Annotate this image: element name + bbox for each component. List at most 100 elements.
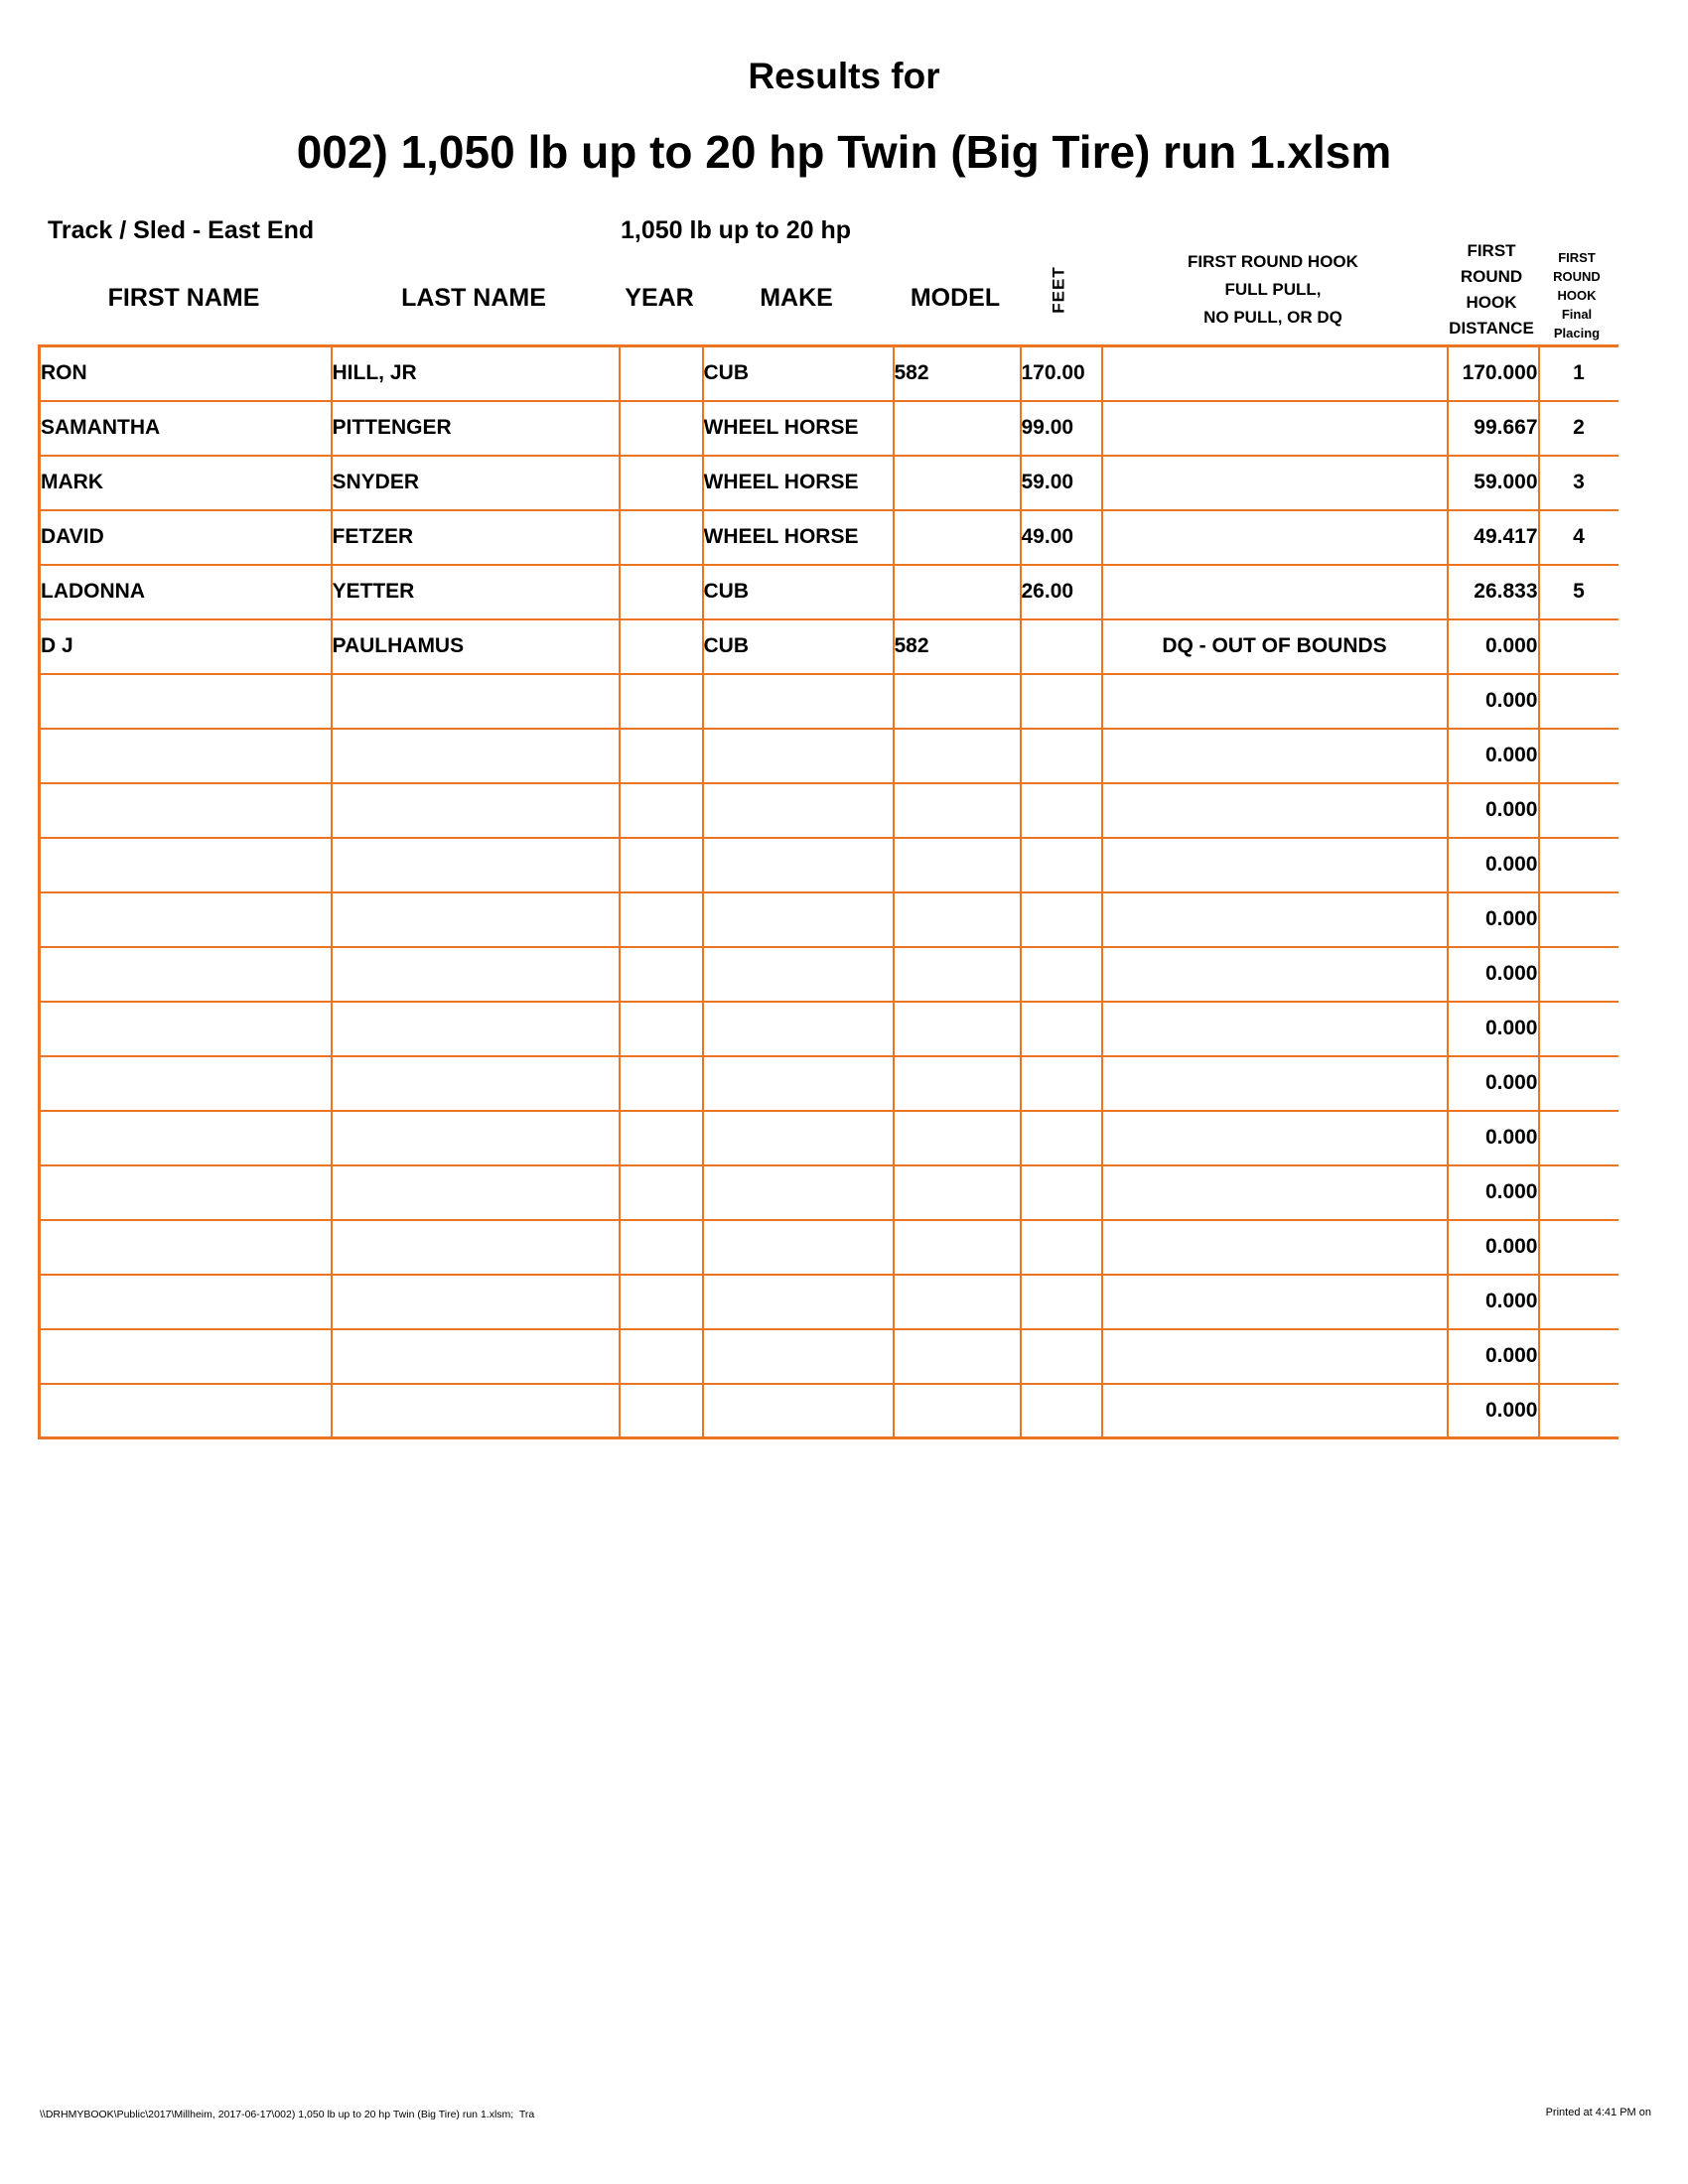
cell-feet — [1019, 1273, 1103, 1330]
cell-year — [618, 781, 704, 839]
cell-last-name — [330, 1327, 621, 1385]
cell-first-name: D J — [38, 617, 333, 675]
table-row: 0.000 — [38, 672, 1618, 730]
cell-last-name: SNYDER — [330, 454, 621, 511]
cell-hook-result — [1100, 1109, 1449, 1166]
cell-hook-distance: 59.000 — [1446, 454, 1540, 511]
cell-make — [701, 672, 895, 730]
cell-year — [618, 727, 704, 784]
cell-hook-distance: 0.000 — [1446, 890, 1540, 948]
cell-hook-distance: 49.417 — [1446, 508, 1540, 566]
cell-make — [701, 781, 895, 839]
cell-first-name — [38, 1000, 333, 1057]
cell-first-name — [38, 945, 333, 1003]
footer-file-path: \\DRHMYBOOK\Public\2017\Millheim, 2017-0… — [40, 2109, 535, 2120]
cell-final-placing — [1537, 727, 1618, 784]
cell-first-name — [38, 890, 333, 948]
cell-model — [892, 727, 1022, 784]
cell-hook-distance: 0.000 — [1446, 1054, 1540, 1112]
cell-make — [701, 1382, 895, 1439]
page-title: Results for — [748, 56, 940, 96]
cell-last-name: FETZER — [330, 508, 621, 566]
cell-year — [618, 836, 704, 893]
column-header-first-name: FIRST NAME — [107, 284, 260, 312]
cell-model — [892, 672, 1022, 730]
cell-final-placing — [1537, 890, 1618, 948]
cell-make: WHEEL HORSE — [701, 508, 895, 566]
cell-last-name: PAULHAMUS — [330, 617, 621, 675]
cell-last-name — [330, 672, 621, 730]
cell-model — [892, 1163, 1022, 1221]
cell-feet — [1019, 672, 1103, 730]
cell-make: WHEEL HORSE — [701, 454, 895, 511]
cell-model — [892, 890, 1022, 948]
cell-last-name — [330, 1218, 621, 1276]
cell-feet — [1019, 1327, 1103, 1385]
cell-feet — [1019, 1163, 1103, 1221]
table-row: DAVID FETZER WHEEL HORSE 49.00 49.417 4 — [38, 508, 1618, 566]
cell-hook-result — [1100, 1054, 1449, 1112]
cell-feet: 59.00 — [1019, 454, 1103, 511]
cell-final-placing — [1537, 617, 1618, 675]
cell-feet — [1019, 1109, 1103, 1166]
cell-hook-result — [1100, 781, 1449, 839]
cell-final-placing — [1537, 1109, 1618, 1166]
cell-first-name: DAVID — [38, 508, 333, 566]
table-row: D J PAULHAMUS CUB 582 DQ - OUT OF BOUNDS 0.00… — [38, 617, 1618, 675]
column-header-feet: FEET — [1019, 240, 1100, 340]
cell-year — [618, 1000, 704, 1057]
cell-hook-distance: 0.000 — [1446, 1000, 1540, 1057]
cell-hook-distance: 0.000 — [1446, 781, 1540, 839]
cell-feet — [1019, 1218, 1103, 1276]
cell-hook-distance: 0.000 — [1446, 1218, 1540, 1276]
cell-hook-distance: 26.833 — [1446, 563, 1540, 620]
cell-hook-distance: 0.000 — [1446, 1109, 1540, 1166]
cell-hook-result — [1100, 945, 1449, 1003]
cell-feet — [1019, 1000, 1103, 1057]
cell-make — [701, 1163, 895, 1221]
cell-first-name: LADONNA — [38, 563, 333, 620]
cell-last-name — [330, 1054, 621, 1112]
cell-last-name — [330, 1163, 621, 1221]
cell-first-name — [38, 1327, 333, 1385]
cell-year — [618, 563, 704, 620]
table-row: 0.000 — [38, 1273, 1618, 1330]
table-row: 0.000 — [38, 836, 1618, 893]
cell-model: 582 — [892, 344, 1022, 402]
cell-make — [701, 1109, 895, 1166]
cell-make: CUB — [701, 563, 895, 620]
cell-last-name — [330, 1000, 621, 1057]
column-header-final-placing: FIRST ROUND HOOK Final Placing — [1553, 250, 1601, 341]
cell-hook-result — [1100, 672, 1449, 730]
table-row: 0.000 — [38, 1109, 1618, 1166]
cell-final-placing: 1 — [1537, 344, 1618, 402]
cell-make: CUB — [701, 344, 895, 402]
cell-hook-distance: 0.000 — [1446, 945, 1540, 1003]
cell-feet — [1019, 836, 1103, 893]
cell-first-name — [38, 1382, 333, 1439]
cell-hook-result — [1100, 1000, 1449, 1057]
cell-year — [618, 1054, 704, 1112]
cell-year — [618, 454, 704, 511]
table-row: 0.000 — [38, 1054, 1618, 1112]
cell-year — [618, 617, 704, 675]
cell-final-placing — [1537, 672, 1618, 730]
cell-first-name — [38, 1218, 333, 1276]
cell-year — [618, 1109, 704, 1166]
cell-first-name: SAMANTHA — [38, 399, 333, 457]
cell-hook-result — [1100, 508, 1449, 566]
table-row: 0.000 — [38, 727, 1618, 784]
cell-hook-result — [1100, 836, 1449, 893]
filename-title: 002) 1,050 lb up to 20 hp Twin (Big Tire… — [296, 126, 1392, 178]
cell-make: WHEEL HORSE — [701, 399, 895, 457]
cell-make — [701, 836, 895, 893]
cell-final-placing — [1537, 1327, 1618, 1385]
table-row: MARK SNYDER WHEEL HORSE 59.00 59.000 3 — [38, 454, 1618, 511]
cell-year — [618, 399, 704, 457]
cell-model — [892, 399, 1022, 457]
cell-make — [701, 727, 895, 784]
cell-hook-result — [1100, 563, 1449, 620]
cell-last-name — [330, 1109, 621, 1166]
column-header-last-name: LAST NAME — [401, 284, 546, 312]
